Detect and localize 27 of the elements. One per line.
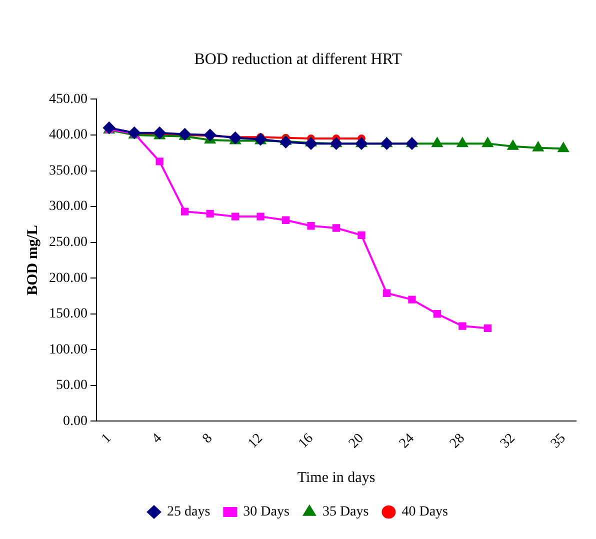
x-axis-title: Time in days <box>297 470 376 486</box>
y-tick-label: 200.00 <box>49 270 88 286</box>
legend-label: 35 Days <box>322 504 369 520</box>
y-tick-label: 100.00 <box>49 342 88 358</box>
y-axis-title: BOD mg/L <box>24 224 41 296</box>
x-tick-label: 4 <box>149 430 166 447</box>
y-tick-label: 450.00 <box>49 92 88 107</box>
y-tick-label: 400.00 <box>49 128 88 143</box>
x-tick-label: 32 <box>498 430 518 452</box>
y-tick-label: 50.00 <box>56 378 88 394</box>
chart-title: BOD reduction at different HRT <box>194 50 402 68</box>
y-tick-label: 250.00 <box>49 234 88 250</box>
x-tick-label: 35 <box>548 430 569 452</box>
legend-label: 40 Days <box>402 504 448 520</box>
x-tick-label: 1 <box>98 430 115 447</box>
x-tick-label: 16 <box>296 430 316 452</box>
y-tick-label: 150.00 <box>49 306 88 322</box>
x-tick-label: 20 <box>346 430 367 452</box>
x-tick-label: 28 <box>447 430 468 452</box>
legend-label: 30 Days <box>243 504 290 520</box>
legend-label: 25 days <box>167 504 210 520</box>
y-tick-label: 0.00 <box>63 414 88 429</box>
x-tick-label: 12 <box>245 430 266 452</box>
x-tick-label: 24 <box>396 430 418 452</box>
x-tick-label: 8 <box>200 430 216 447</box>
y-tick-label: 300.00 <box>49 199 88 214</box>
y-tick-label: 350.00 <box>49 163 88 178</box>
